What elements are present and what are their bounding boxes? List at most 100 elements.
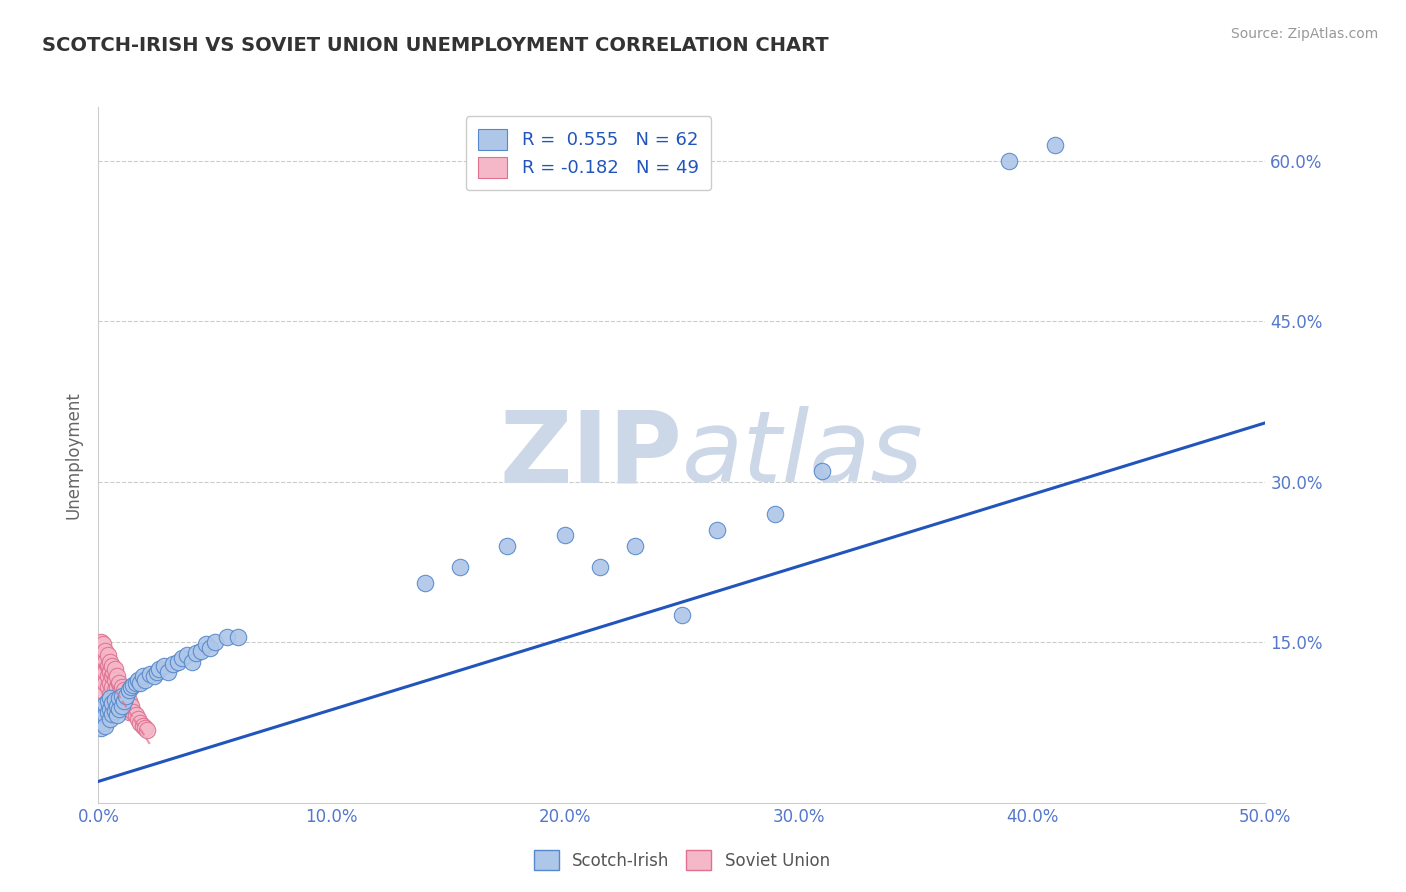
- Point: [194, 637, 217, 651]
- Point: [104, 673, 127, 687]
- Point: [449, 560, 471, 574]
- Point: [132, 719, 155, 733]
- Point: [105, 669, 128, 683]
- Point: [91, 701, 114, 715]
- Point: [97, 658, 120, 673]
- Text: SCOTCH-IRISH VS SOVIET UNION UNEMPLOYMENT CORRELATION CHART: SCOTCH-IRISH VS SOVIET UNION UNEMPLOYMEN…: [42, 36, 828, 54]
- Point: [94, 698, 117, 712]
- Point: [115, 690, 138, 705]
- Point: [111, 690, 134, 705]
- Point: [162, 657, 184, 671]
- Point: [108, 701, 131, 715]
- Point: [215, 630, 238, 644]
- Point: [90, 710, 112, 724]
- Point: [98, 690, 121, 705]
- Point: [105, 708, 128, 723]
- Point: [143, 669, 166, 683]
- Point: [97, 705, 120, 719]
- Point: [101, 680, 124, 694]
- Text: ZIP: ZIP: [499, 407, 682, 503]
- Point: [495, 539, 517, 553]
- Point: [90, 683, 112, 698]
- Point: [118, 705, 141, 719]
- Y-axis label: Unemployment: Unemployment: [65, 391, 83, 519]
- Point: [127, 712, 149, 726]
- Point: [122, 705, 145, 719]
- Point: [118, 694, 141, 708]
- Point: [105, 690, 128, 705]
- Point: [101, 706, 124, 721]
- Point: [146, 665, 169, 680]
- Point: [108, 687, 131, 701]
- Point: [134, 673, 156, 687]
- Point: [111, 680, 134, 694]
- Point: [129, 676, 152, 690]
- Point: [101, 669, 124, 683]
- Point: [120, 699, 142, 714]
- Point: [104, 693, 127, 707]
- Point: [157, 665, 180, 680]
- Point: [97, 680, 120, 694]
- Point: [204, 635, 226, 649]
- Point: [98, 687, 121, 701]
- Point: [172, 651, 194, 665]
- Point: [228, 630, 250, 644]
- Point: [101, 696, 124, 710]
- Point: [94, 655, 117, 669]
- Point: [94, 708, 117, 723]
- Point: [134, 721, 156, 735]
- Point: [811, 464, 834, 478]
- Text: atlas: atlas: [682, 407, 924, 503]
- Text: Source: ZipAtlas.com: Source: ZipAtlas.com: [1230, 27, 1378, 41]
- Point: [180, 655, 202, 669]
- Point: [90, 651, 112, 665]
- Point: [90, 673, 112, 687]
- Point: [111, 689, 134, 703]
- Point: [91, 715, 114, 730]
- Point: [127, 673, 149, 687]
- Point: [624, 539, 647, 553]
- Point: [90, 721, 112, 735]
- Point: [98, 665, 121, 680]
- Point: [129, 715, 152, 730]
- Point: [554, 528, 576, 542]
- Point: [94, 719, 117, 733]
- Point: [94, 644, 117, 658]
- Point: [98, 676, 121, 690]
- Point: [91, 669, 114, 683]
- Point: [413, 576, 436, 591]
- Point: [98, 655, 121, 669]
- Point: [94, 665, 117, 680]
- Point: [98, 712, 121, 726]
- Point: [190, 644, 212, 658]
- Point: [101, 658, 124, 673]
- Point: [125, 676, 148, 690]
- Point: [105, 680, 128, 694]
- Point: [115, 701, 138, 715]
- Point: [112, 683, 135, 698]
- Point: [136, 723, 159, 737]
- Point: [763, 507, 786, 521]
- Legend: Scotch-Irish, Soviet Union: Scotch-Irish, Soviet Union: [526, 842, 838, 878]
- Point: [152, 658, 174, 673]
- Point: [108, 676, 131, 690]
- Point: [112, 694, 135, 708]
- Point: [108, 690, 131, 705]
- Point: [98, 701, 121, 715]
- Point: [148, 662, 170, 676]
- Point: [104, 704, 127, 718]
- Point: [589, 560, 612, 574]
- Point: [139, 667, 162, 681]
- Point: [97, 648, 120, 662]
- Point: [91, 658, 114, 673]
- Point: [132, 669, 155, 683]
- Point: [200, 640, 222, 655]
- Point: [122, 678, 145, 692]
- Point: [997, 153, 1019, 168]
- Point: [125, 708, 148, 723]
- Point: [105, 699, 128, 714]
- Point: [111, 699, 134, 714]
- Point: [176, 648, 198, 662]
- Point: [104, 662, 127, 676]
- Point: [97, 694, 120, 708]
